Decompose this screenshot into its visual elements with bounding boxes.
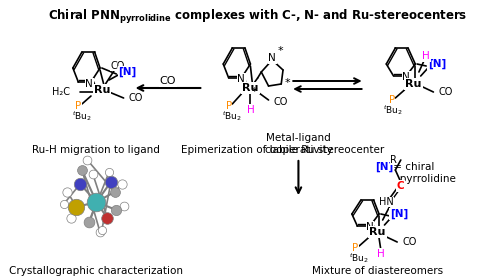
Text: N: N [86,79,93,89]
Text: Ru-H migration to ligand: Ru-H migration to ligand [32,145,160,155]
Point [76,182,84,186]
Text: C: C [397,181,404,191]
Point [67,216,75,220]
Point [84,158,92,162]
Point [98,228,106,232]
Text: P: P [75,101,82,111]
Point [78,168,86,172]
Text: CO: CO [160,76,176,86]
Text: CO: CO [273,97,287,107]
Point [118,182,126,186]
Text: Mixture of diastereomers: Mixture of diastereomers [312,266,443,276]
Point [107,180,115,184]
Text: Chiral PNN$_{\mathbf{pyrrolidine}}$ complexes with C-, N- and Ru-stereocenters: Chiral PNN$_{\mathbf{pyrrolidine}}$ comp… [48,8,468,26]
Text: CO: CO [439,87,453,97]
Point [60,202,68,206]
Point [112,208,120,212]
Text: H₂C: H₂C [52,87,70,97]
Text: H: H [246,105,254,115]
Text: Crystallographic characterization: Crystallographic characterization [10,266,184,276]
Text: $^t$Bu$_2$: $^t$Bu$_2$ [72,109,92,123]
Text: Ru: Ru [369,227,386,237]
Point [104,216,112,220]
Point [89,172,97,176]
Text: *: * [251,87,257,97]
Text: Epimerization of labile Ru stereocenter: Epimerization of labile Ru stereocenter [182,145,384,155]
Text: N: N [238,74,245,84]
Text: P: P [226,101,232,111]
Point [72,205,80,209]
Text: N: N [402,72,410,82]
Text: *: * [278,46,283,56]
Point [92,200,100,204]
Text: CO: CO [111,61,126,71]
Text: R: R [390,155,397,165]
Text: $^t$Bu$_2$: $^t$Bu$_2$ [222,109,242,123]
Text: [N]: [N] [118,67,137,77]
Point [105,170,113,174]
Point [64,190,72,194]
Text: [N]: [N] [390,209,408,219]
Text: HN: HN [379,197,394,207]
Text: *: * [285,78,290,88]
Text: P: P [388,95,395,105]
Point [85,220,93,224]
Text: N: N [366,222,374,232]
Point [120,204,128,208]
Text: $^t$Bu$_2$: $^t$Bu$_2$ [384,103,404,117]
Text: Ru: Ru [242,83,258,93]
Text: H: H [377,249,384,259]
Text: = chiral
   pyrrolidine: = chiral pyrrolidine [390,162,456,183]
Text: Ru: Ru [406,79,421,89]
Text: Metal-ligand
cooperativity: Metal-ligand cooperativity [264,133,333,155]
Text: N: N [268,53,276,63]
Text: P: P [352,243,358,253]
Point [110,190,118,194]
Text: Ru: Ru [94,85,110,95]
Text: $^t$Bu$_2$: $^t$Bu$_2$ [349,251,369,265]
Text: [N]: [N] [428,59,446,69]
Text: [N]: [N] [376,162,394,172]
Point [96,230,104,234]
Text: CO: CO [402,237,417,247]
Text: CO: CO [128,93,142,103]
Text: H: H [422,51,430,61]
